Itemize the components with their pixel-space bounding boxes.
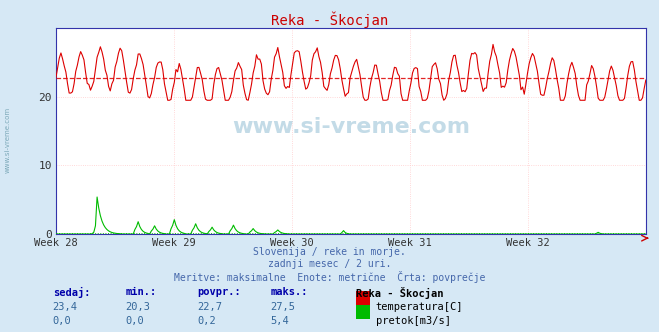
Text: maks.:: maks.: xyxy=(270,287,308,297)
Text: 5,4: 5,4 xyxy=(270,316,289,326)
Text: 27,5: 27,5 xyxy=(270,302,295,312)
Text: Slovenija / reke in morje.: Slovenija / reke in morje. xyxy=(253,247,406,257)
Text: 20,3: 20,3 xyxy=(125,302,150,312)
Text: www.si-vreme.com: www.si-vreme.com xyxy=(232,117,470,137)
Text: zadnji mesec / 2 uri.: zadnji mesec / 2 uri. xyxy=(268,259,391,269)
Text: Reka - Škocjan: Reka - Škocjan xyxy=(356,287,444,299)
Text: www.si-vreme.com: www.si-vreme.com xyxy=(5,106,11,173)
Text: Meritve: maksimalne  Enote: metrične  Črta: povprečje: Meritve: maksimalne Enote: metrične Črta… xyxy=(174,271,485,283)
Text: Reka - Škocjan: Reka - Škocjan xyxy=(271,12,388,28)
Text: pretok[m3/s]: pretok[m3/s] xyxy=(376,316,451,326)
Text: 0,2: 0,2 xyxy=(198,316,216,326)
Text: temperatura[C]: temperatura[C] xyxy=(376,302,463,312)
Text: min.:: min.: xyxy=(125,287,156,297)
Text: 23,4: 23,4 xyxy=(53,302,78,312)
Text: sedaj:: sedaj: xyxy=(53,287,90,298)
Text: 0,0: 0,0 xyxy=(125,316,144,326)
Text: 22,7: 22,7 xyxy=(198,302,223,312)
Text: povpr.:: povpr.: xyxy=(198,287,241,297)
Text: 0,0: 0,0 xyxy=(53,316,71,326)
